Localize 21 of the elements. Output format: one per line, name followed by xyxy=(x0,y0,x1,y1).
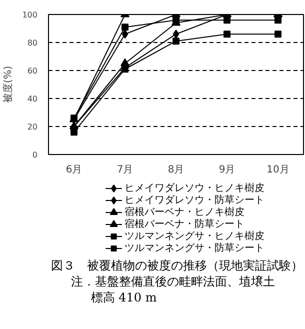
y-tick-label: 60 xyxy=(27,66,38,76)
y-tick-label: 100 xyxy=(22,10,38,20)
y-tick-label: 20 xyxy=(27,122,38,132)
legend-label: ヒメイワダレソウ・ヒノキ樹皮 xyxy=(124,182,264,194)
legend-label: 宿根バーベナ・防草シート xyxy=(124,218,244,230)
x-tick-label: 7月 xyxy=(116,164,134,176)
x-tick-label: 6月 xyxy=(66,164,82,176)
legend-label: ツルマンネングサ・防草シート xyxy=(124,242,264,254)
legend-label: 宿根バーベナ・ヒノキ樹皮 xyxy=(124,206,244,218)
x-tick-label: 9月 xyxy=(218,164,236,176)
legend-label: ヒメイワダレソウ・防草シート xyxy=(124,194,264,206)
y-axis-title: 被度(%) xyxy=(2,66,14,104)
x-tick-label: 10月 xyxy=(266,164,290,176)
text: 注．基盤整備直後の畦畔法面、埴壌土 xyxy=(70,274,275,288)
y-tick-label: 40 xyxy=(27,94,38,104)
text: 標高 410 m xyxy=(90,290,158,304)
text: 図３ 被覆植物の被度の推移（現地実証試験） xyxy=(50,258,303,272)
y-tick-label: 80 xyxy=(27,38,38,48)
y-tick-label: 0 xyxy=(32,150,38,160)
legend-label: ツルマンネングサ・ヒノキ樹皮 xyxy=(124,230,264,242)
x-tick-label: 8月 xyxy=(168,164,184,176)
